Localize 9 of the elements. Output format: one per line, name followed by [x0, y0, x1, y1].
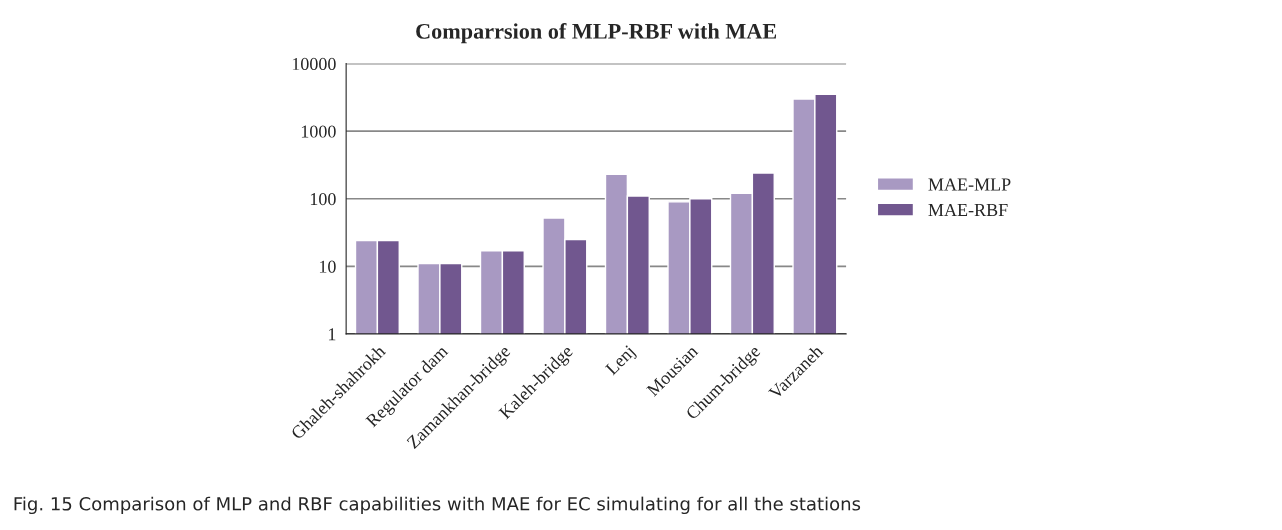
caption: Fig. 15 Comparison of MLP and RBF capabilities with MAE for EC simulating for all the stations: [14, 496, 861, 515]
chart-title: Comparrsion of MLP-RBF with MAE: [416, 22, 777, 44]
y-tick-label: 10: [319, 260, 336, 273]
legend-label: MAE-MLP: [928, 178, 1011, 191]
legend-label: MAE-RBF: [928, 203, 1008, 216]
y-tick-label: 1000: [301, 125, 336, 138]
y-tick-label: 100: [310, 193, 336, 206]
y-tick-label: 1: [328, 328, 336, 341]
y-tick-label: 10000: [292, 57, 336, 71]
